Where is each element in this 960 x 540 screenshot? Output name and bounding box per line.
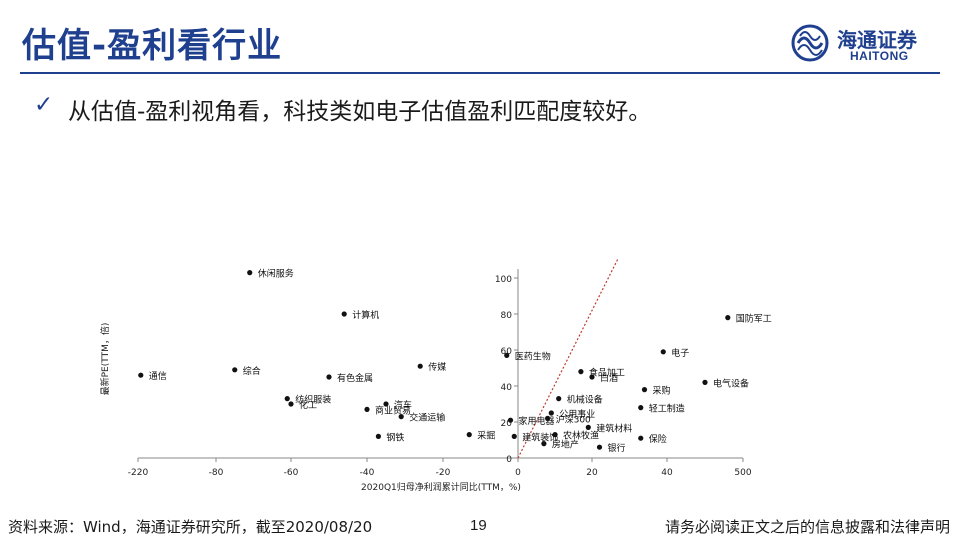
- data-point-label: 白酒: [600, 372, 618, 384]
- data-point: [545, 415, 551, 421]
- data-point-label: 采掘: [477, 430, 495, 442]
- data-point-label: 交通运输: [409, 412, 445, 424]
- data-point-label: 建筑装饰: [522, 431, 558, 443]
- page-number: 19: [470, 517, 487, 534]
- disclaimer: 请务必阅读正文之后的信息披露和法律声明: [664, 518, 950, 536]
- y-tick-label: 60: [501, 347, 513, 357]
- data-point: [556, 396, 562, 402]
- data-point-label: 建筑材料: [596, 422, 632, 434]
- x-tick-label: -80: [209, 468, 224, 478]
- data-point: [589, 374, 595, 380]
- data-point: [541, 441, 547, 447]
- data-point-label: 轻工制造: [649, 403, 685, 415]
- data-point-label: 通信: [149, 370, 167, 382]
- x-tick-label: -40: [360, 468, 375, 478]
- data-point: [725, 315, 731, 321]
- data-point: [548, 410, 554, 416]
- logo-chinese: 海通证券: [837, 28, 917, 52]
- y-tick-label: 0: [506, 455, 512, 465]
- data-point-label: 纺织服装: [295, 394, 331, 406]
- data-point: [364, 406, 370, 412]
- y-tick-label: 100: [495, 275, 512, 285]
- data-point: [284, 396, 290, 402]
- trend-line: [517, 257, 619, 459]
- data-point: [383, 401, 389, 407]
- x-tick-label: 20: [586, 468, 598, 478]
- data-point-label: 商业贸易: [375, 404, 411, 416]
- logo-english: HAITONG: [850, 49, 909, 63]
- data-point: [511, 433, 517, 439]
- data-point-label: 汽车: [394, 399, 412, 411]
- data-point: [138, 372, 144, 378]
- data-point-label: 保险: [649, 433, 667, 445]
- data-point: [375, 433, 381, 439]
- data-point-label: 农林牧渔: [563, 430, 599, 442]
- data-point: [341, 311, 347, 317]
- data-point: [585, 424, 591, 430]
- data-point: [417, 363, 423, 369]
- data-point-label: 有色金属: [337, 372, 373, 384]
- x-tick-label: 500: [734, 468, 751, 478]
- data-point-label: 银行: [608, 442, 626, 454]
- y-axis-title: 最新PE(TTM，倍): [99, 323, 111, 396]
- data-point-label: 采购: [653, 385, 671, 397]
- page-title: 估值-盈利看行业: [22, 26, 283, 66]
- y-tick-label: 80: [501, 311, 513, 321]
- x-tick-label: -20: [436, 468, 451, 478]
- check-icon: ✓: [34, 92, 54, 118]
- x-tick-label: -60: [284, 468, 299, 478]
- data-point-label: 公用事业: [559, 408, 595, 420]
- data-point-label: 国防军工: [736, 313, 772, 325]
- data-point: [507, 417, 514, 423]
- data-point-label: 传媒: [428, 361, 446, 373]
- data-point-label: 房地产: [552, 439, 579, 451]
- y-tick-label: 20: [501, 419, 513, 429]
- data-point: [288, 401, 294, 407]
- data-point-label: 钢铁: [386, 431, 404, 443]
- data-point: [504, 352, 510, 358]
- data-point: [702, 379, 708, 385]
- data-point: [578, 369, 584, 375]
- data-point-label: 计算机: [352, 309, 379, 321]
- data-point: [247, 270, 253, 276]
- data-point-label: 机械设备: [567, 394, 603, 406]
- data-point: [398, 414, 404, 420]
- data-point: [466, 432, 472, 438]
- data-point-label: 医药生物: [515, 350, 551, 362]
- data-point: [638, 435, 644, 441]
- data-point-label: 综合: [243, 365, 261, 377]
- data-point-label: 电气设备: [713, 377, 749, 389]
- data-point: [641, 387, 648, 393]
- title-divider: [20, 72, 940, 74]
- x-tick-label: 0: [515, 468, 521, 478]
- data-point-label: 休闲服务: [258, 268, 294, 280]
- x-axis-title: 2020Q1归母净利润累计同比(TTM，%): [361, 481, 521, 493]
- data-point-label: 沪深300: [556, 413, 591, 425]
- source-note: 资料来源：Wind，海通证券研究所，截至2020/08/20: [8, 518, 373, 536]
- y-tick-label: 40: [501, 383, 513, 393]
- data-point: [232, 367, 238, 373]
- data-point: [660, 349, 666, 355]
- data-point: [552, 432, 558, 438]
- x-tick-label: 40: [661, 468, 673, 478]
- data-point-label: 食品加工: [589, 367, 625, 379]
- data-point: [326, 374, 332, 380]
- haitong-logo: [791, 24, 829, 62]
- data-point-label: 电子: [671, 347, 689, 359]
- data-point: [596, 444, 603, 450]
- data-point-label: 化工: [299, 399, 317, 411]
- bullet-text: 从估值-盈利视角看，科技类如电子估值盈利匹配度较好。: [68, 99, 652, 125]
- data-point: [638, 405, 644, 411]
- x-tick-label: -220: [128, 468, 149, 478]
